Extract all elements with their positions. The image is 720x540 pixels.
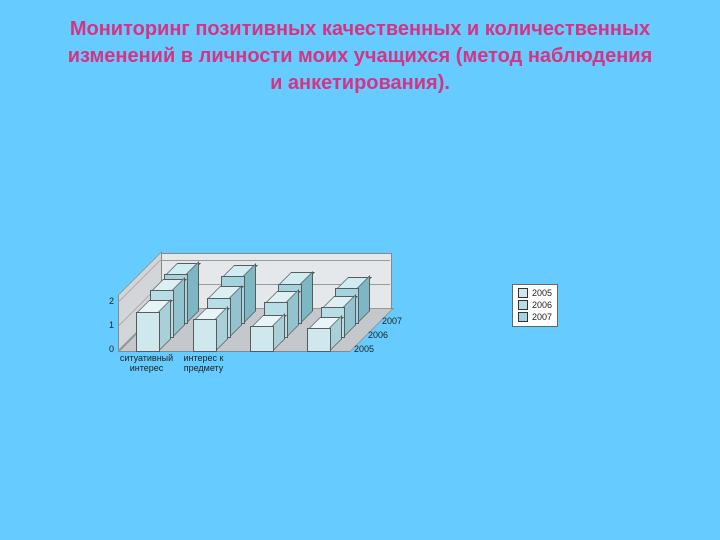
depth-series-label: 2007 [382, 316, 402, 326]
legend-item: 2007 [518, 311, 552, 323]
slide: Мониторинг позитивных качественных и кол… [0, 0, 720, 540]
chart-bar [250, 326, 272, 350]
chart-bar [193, 319, 215, 350]
gridline [160, 260, 390, 261]
slide-title: Мониторинг позитивных качественных и кол… [60, 16, 660, 97]
legend-label: 2007 [532, 312, 552, 322]
depth-series-label: 2006 [368, 330, 388, 340]
legend-label: 2005 [532, 288, 552, 298]
legend-label: 2006 [532, 300, 552, 310]
legend-swatch [518, 312, 528, 322]
legend-swatch [518, 288, 528, 298]
chart-bar [307, 328, 329, 350]
legend-swatch [518, 300, 528, 310]
legend-item: 2006 [518, 299, 552, 311]
y-axis-label: 1 [98, 320, 114, 330]
bar-chart-3d: 012200520062007ситуативный интересинтере… [80, 230, 420, 380]
y-axis-label: 2 [98, 296, 114, 306]
category-label: интерес к предмету [169, 354, 239, 374]
legend-item: 2005 [518, 287, 552, 299]
depth-series-label: 2005 [354, 344, 374, 354]
y-axis-label: 0 [98, 344, 114, 354]
chart-legend: 2005 2006 2007 [512, 284, 558, 327]
chart-bar [136, 312, 158, 350]
